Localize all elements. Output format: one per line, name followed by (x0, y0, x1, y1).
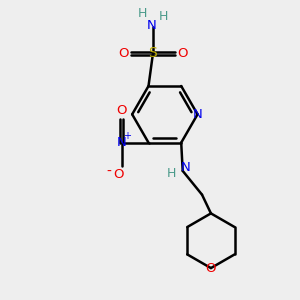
Text: O: O (113, 168, 124, 181)
Text: N: N (181, 161, 190, 174)
Text: N: N (117, 136, 127, 149)
Text: H: H (167, 167, 176, 180)
Text: H: H (159, 10, 168, 23)
Text: N: N (193, 108, 202, 121)
Text: O: O (116, 104, 127, 117)
Text: -: - (107, 165, 112, 179)
Text: S: S (148, 46, 157, 60)
Text: O: O (118, 47, 128, 60)
Text: O: O (206, 262, 216, 275)
Text: N: N (147, 19, 156, 32)
Text: O: O (177, 47, 188, 60)
Text: H: H (138, 7, 147, 20)
Text: +: + (123, 131, 131, 141)
